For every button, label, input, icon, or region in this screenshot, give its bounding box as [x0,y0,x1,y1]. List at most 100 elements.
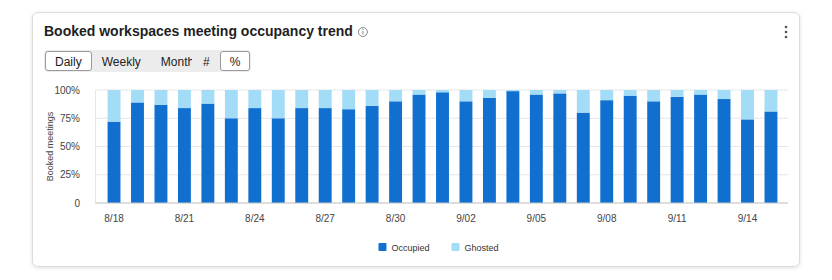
bar [319,108,332,203]
x-axis: 8/18 8/21 8/24 8/27 8/30 9/02 9/05 9/08 9/11 9/14 [95,203,788,224]
x-tick-label: 9/14 [738,213,758,224]
bar [600,100,613,203]
y-axis-title: Booked meetings [45,111,55,181]
info-icon-dot[interactable] [362,29,363,30]
bar [436,90,449,92]
info-icon-bar[interactable] [362,31,363,35]
bar [577,113,590,203]
legend-swatch [378,243,386,251]
chart: 8/18 8/21 8/24 8/27 8/30 9/02 9/05 9/08 9/11 9/14… [0,0,832,280]
x-tick: 9/11 [668,203,687,224]
x-tick: 8/27 [315,203,335,224]
bar [108,122,121,203]
x-tick-label: 8/21 [175,213,195,224]
toggle-button[interactable]: Weekly [92,51,151,71]
menu-icon[interactable] [785,26,788,39]
legend-item: Ghosted [452,243,499,253]
y-axis: 025%50%75%100% [54,85,95,209]
bar [413,95,426,203]
grid-line [95,203,788,204]
bar [248,108,261,203]
bar [342,109,355,203]
bar [155,105,168,203]
x-tick-label: 9/08 [597,213,617,224]
bar [108,90,121,122]
legend-item: Occupied [378,243,429,253]
toggle-button[interactable]: % [220,51,251,71]
info-icon[interactable] [358,28,367,37]
legend: Occupied Ghosted [378,243,498,253]
x-tick-label: 9/11 [668,213,687,224]
menu-dot[interactable] [785,31,788,34]
x-tick: 9/05 [527,203,547,224]
bar [553,90,566,93]
bar [765,111,778,203]
y-tick: 0 [74,198,95,209]
bar [131,90,144,102]
bar [178,90,191,108]
bar [460,90,473,101]
title: Booked workspaces meeting occupancy tren… [44,23,353,39]
x-tick: 8/30 [386,203,406,224]
grid [95,90,788,203]
bar [577,90,590,113]
x-tick-label: 9/02 [456,213,476,224]
bar [694,95,707,203]
y-tick: 100% [54,85,95,96]
bar [319,90,332,108]
bar [741,90,754,119]
menu-dot[interactable] [785,26,788,29]
x-tick: 8/18 [104,203,124,224]
menu-dot[interactable] [785,36,788,39]
x-tick-label: 8/27 [315,213,335,224]
bar [272,118,285,203]
y-tick-label: 75% [60,113,80,124]
x-tick-label: 8/30 [386,213,406,224]
period-toggle: DailyWeeklyMonthly [44,50,214,72]
bar [647,90,660,101]
x-tick-label: 8/18 [104,213,124,224]
bar [413,90,426,95]
legend-label: Ghosted [465,243,499,253]
bar [600,90,613,100]
bar [178,108,191,203]
toggle-button[interactable]: Daily [45,51,92,71]
x-tick: 9/08 [597,203,617,224]
x-tick: 8/24 [245,203,265,224]
bar [225,90,238,118]
bar [741,119,754,203]
bar [483,98,496,203]
info-icon-circle[interactable] [358,28,367,37]
bar [342,90,355,109]
bar [718,99,731,203]
bar [201,104,214,203]
bar [694,90,707,95]
bar [483,90,496,98]
bar [436,92,449,203]
bar [155,90,168,105]
bar [718,90,731,99]
bar [671,97,684,203]
y-tick: 75% [60,113,95,124]
bar [201,90,214,104]
bar [671,90,684,97]
bar [366,90,379,106]
x-tick-label: 9/05 [527,213,547,224]
legend-label: Occupied [391,243,429,253]
bar [248,90,261,108]
y-tick: 50% [60,141,95,152]
x-tick: 9/02 [456,203,476,224]
y-tick-label: 100% [54,85,80,96]
y-tick-label: 50% [60,141,80,152]
bar [506,90,519,91]
bar [624,90,637,96]
toggle-button[interactable]: # [193,51,220,71]
bar [225,118,238,203]
x-axis-line [95,203,788,204]
bar [765,90,778,111]
bar [389,101,402,203]
bar [553,93,566,203]
x-tick: 8/21 [175,203,195,224]
unit-toggle: #% [192,50,251,72]
x-tick: 9/14 [738,203,758,224]
